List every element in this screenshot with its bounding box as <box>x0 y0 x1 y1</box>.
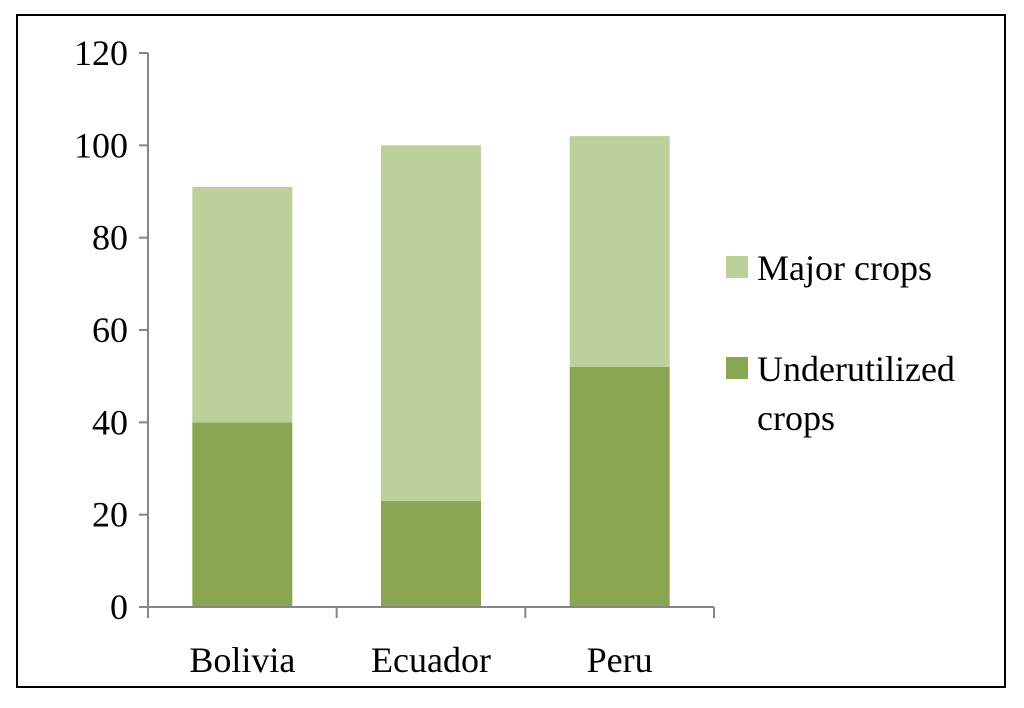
y-tick-label: 120 <box>74 33 128 73</box>
legend-swatch-1 <box>726 256 748 278</box>
x-tick-label: Peru <box>587 640 653 680</box>
chart-frame <box>16 14 1006 688</box>
x-tick-label: Bolivia <box>189 640 295 680</box>
y-tick-label: 40 <box>92 402 128 442</box>
bars-group <box>192 136 670 607</box>
bar-bolivia-series-0 <box>192 422 293 607</box>
y-tick-label: 100 <box>74 125 128 165</box>
axes-group: Bolivia Ecuador Peru 0 20 40 60 80 100 120 <box>74 33 715 680</box>
bar-ecuador-series-1 <box>381 145 481 501</box>
legend-label-0: Underutilized <box>757 349 955 389</box>
bar-peru-series-1 <box>569 136 670 367</box>
y-tick-label: 60 <box>92 310 128 350</box>
x-tick-label: Ecuador <box>371 640 491 680</box>
bar-peru-series-0 <box>569 366 670 607</box>
y-tick-label: 0 <box>110 587 128 627</box>
y-tick-label: 20 <box>92 495 128 535</box>
legend-label-0: crops <box>757 398 835 438</box>
legend: Major crops Underutilized crops <box>726 248 955 438</box>
bar-bolivia-series-1 <box>192 186 293 423</box>
legend-label-1: Major crops <box>757 248 932 288</box>
legend-swatch-0 <box>726 357 748 379</box>
y-tick-label: 80 <box>92 218 128 258</box>
bar-ecuador-series-0 <box>381 500 481 607</box>
